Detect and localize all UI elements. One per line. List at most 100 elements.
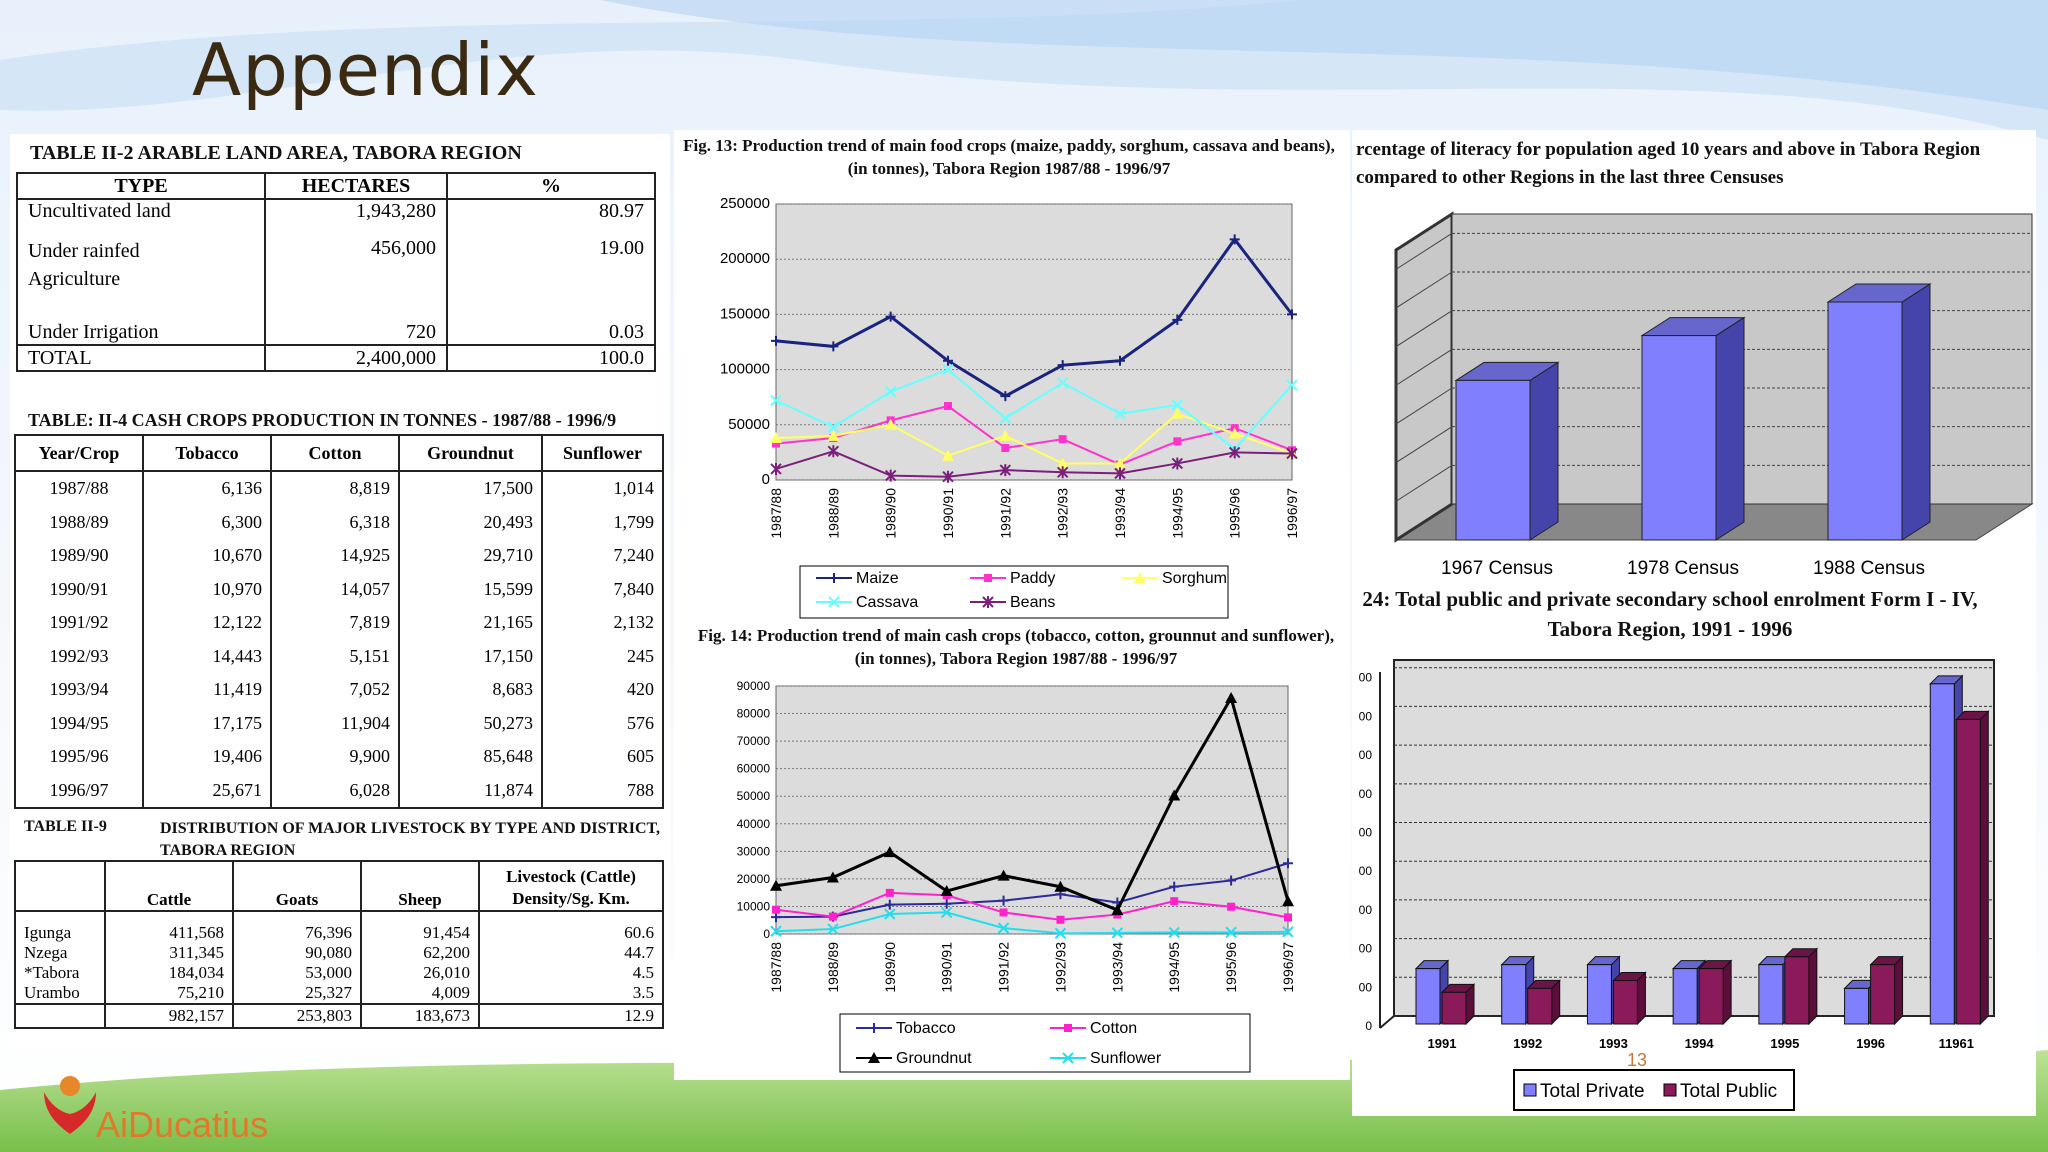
legend-label-cassava: Cassava xyxy=(856,594,918,611)
data-point-beans xyxy=(1228,446,1241,459)
legend-marker-sunflower xyxy=(1062,1052,1074,1064)
data-point-sunflower xyxy=(997,922,1010,934)
cell: 53,000 xyxy=(232,963,361,983)
cell: 14,443 xyxy=(142,639,272,673)
x-tick-label: 1996 xyxy=(1856,1036,1885,1051)
cell-pct: 0.03 xyxy=(446,317,656,346)
literacy-caption: rcentage of literacy for population aged… xyxy=(1356,139,1981,188)
logo-hands-icon xyxy=(44,1092,96,1134)
table-row: *Tabora 184,034 53,000 26,010 4.5 xyxy=(15,963,663,983)
data-point-paddy xyxy=(1058,435,1067,444)
y-tick-label: 150000 xyxy=(720,305,770,322)
cell: 1991/92 xyxy=(14,606,144,640)
x-tick-label: 1992/93 xyxy=(1055,488,1071,539)
y-tick-label: 00 xyxy=(1359,864,1373,878)
logo-text: AiDucatius xyxy=(96,1104,269,1145)
cell-hectares: 2,400,000 xyxy=(264,344,448,372)
legend-marker-sorghum xyxy=(1134,572,1146,583)
cell-hectares: 720 xyxy=(264,317,448,346)
y-tick-label: 00 xyxy=(1359,826,1373,840)
data-point-beans xyxy=(1114,467,1126,480)
series-line-sorghum xyxy=(775,412,1293,465)
cell: 4,009 xyxy=(360,983,479,1004)
y-tick-label: 00 xyxy=(1359,980,1373,994)
data-point-paddy xyxy=(1001,443,1010,452)
data-point-beans xyxy=(999,464,1012,477)
cell-pct: 80.97 xyxy=(446,198,656,237)
cell: 90,080 xyxy=(232,943,361,963)
data-point-maize xyxy=(1000,391,1011,402)
y-tick-label: 00 xyxy=(1359,748,1373,762)
col-header-pct: % xyxy=(446,172,656,200)
cell: 17,150 xyxy=(398,639,543,673)
cell: 183,673 xyxy=(360,1003,479,1028)
data-point-cotton xyxy=(1056,915,1065,924)
data-point-paddy xyxy=(772,439,780,448)
y-tick-label: 80000 xyxy=(737,707,771,721)
bar-1967-census xyxy=(1455,379,1531,541)
series-line-tobacco xyxy=(775,862,1289,919)
data-point-maize xyxy=(1287,309,1297,320)
cell: 788 xyxy=(541,773,664,808)
gridline xyxy=(1395,232,1453,270)
y-tick-label: 0 xyxy=(762,471,770,488)
slide-title: Appendix xyxy=(192,28,539,112)
literacy-bar-chart: 1967 Census 1978 Census 1988 Census xyxy=(1394,211,2034,578)
page-number: 13 xyxy=(1627,1050,1648,1070)
cell: 17,500 xyxy=(398,471,543,506)
legend-marker-tobacco xyxy=(869,1023,879,1033)
data-point-beans xyxy=(942,470,954,483)
data-point-paddy xyxy=(1173,437,1182,446)
data-point-beans xyxy=(1286,447,1298,460)
data-point-beans xyxy=(827,445,840,458)
legend-marker-paddy xyxy=(984,574,992,582)
data-point-maize xyxy=(1057,360,1068,371)
x-tick-label: 1991/92 xyxy=(996,942,1012,993)
bar-side xyxy=(1894,955,1904,1026)
data-point-groundnut xyxy=(1054,880,1067,892)
table-row: 1996/97 25,671 6,028 11,874 788 xyxy=(14,773,664,808)
data-point-tobacco xyxy=(1283,858,1293,869)
bar-total-public xyxy=(1784,956,1810,1025)
table-row: Under Irrigation 720 0.03 xyxy=(16,317,656,346)
legend-marker-cassava xyxy=(828,596,840,608)
x-tick-label: 1988/89 xyxy=(825,488,841,539)
food-crops-line-chart: 0 50000 100000 150000 200000 250000 1987/88 198… xyxy=(720,195,1300,619)
data-point-cotton xyxy=(1227,902,1236,911)
cell: 50,273 xyxy=(398,706,543,740)
bar-side xyxy=(1715,316,1745,541)
cell: 6,136 xyxy=(142,471,272,506)
cell-type: Under Irrigation xyxy=(16,317,266,346)
data-point-sorghum xyxy=(1114,457,1126,469)
bar-side xyxy=(1636,971,1646,1026)
series-line-beans xyxy=(775,450,1293,478)
x-tick-label: 1978 Census xyxy=(1627,558,1739,578)
x-tick-label: 1991 xyxy=(1428,1036,1457,1051)
y-tick-label: 50000 xyxy=(737,789,771,803)
bar-total-private xyxy=(1758,964,1784,1025)
data-point-sunflower xyxy=(827,923,839,935)
bar-total-public xyxy=(1527,987,1553,1025)
data-point-maize xyxy=(885,311,896,322)
col-header-hectares: HECTARES xyxy=(264,172,448,200)
x-tick-label: 1989/90 xyxy=(883,488,899,539)
gridline xyxy=(1395,348,1453,386)
x-tick-label: 1993/94 xyxy=(1109,942,1125,993)
legend-marker-beans xyxy=(982,596,994,608)
data-point-cassava xyxy=(1114,408,1126,420)
cell: Igunga xyxy=(24,923,72,942)
data-point-sorghum xyxy=(1171,407,1184,419)
table-row: 1990/91 10,970 14,057 15,599 7,840 xyxy=(14,572,664,606)
cell: 1,014 xyxy=(541,471,664,506)
cell: 20,493 xyxy=(398,505,543,539)
table-row: 1989/90 10,670 14,925 29,710 7,240 xyxy=(14,539,664,573)
col-header-type: TYPE xyxy=(16,172,266,200)
x-tick-label: 1995/96 xyxy=(1223,942,1239,993)
bar-side xyxy=(1808,947,1818,1026)
legend-label-groundnut: Groundnut xyxy=(896,1050,972,1067)
cell: 7,052 xyxy=(270,673,400,707)
y-tick-label: 200000 xyxy=(720,250,770,267)
cell: 245 xyxy=(541,639,664,673)
cell: 62,200 xyxy=(360,943,479,963)
table-row-total: 982,157 253,803 183,673 12.9 xyxy=(15,1003,663,1028)
